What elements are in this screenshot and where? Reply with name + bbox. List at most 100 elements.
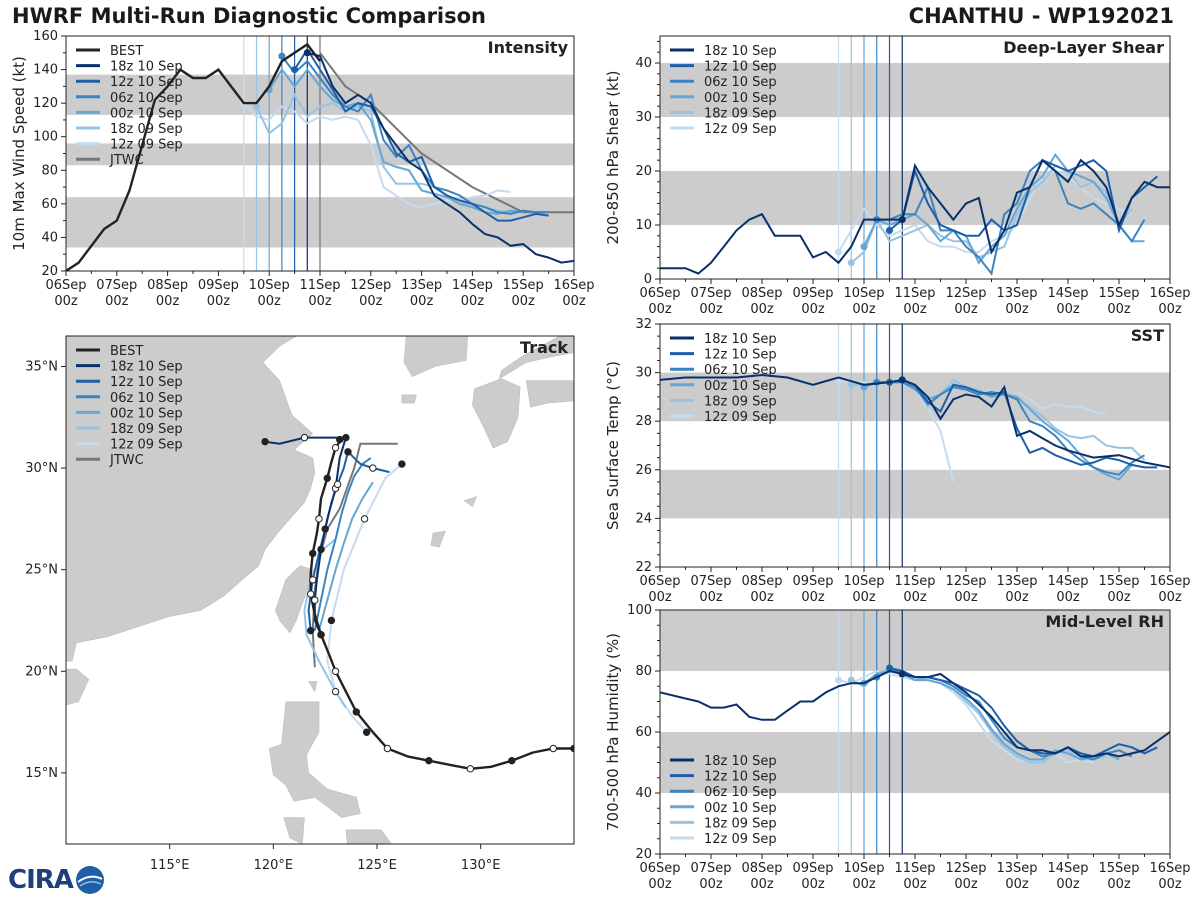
track-line-06z-10-sep xyxy=(313,457,372,631)
x-tick-label: 16Sep xyxy=(553,278,594,293)
land-honshu xyxy=(498,336,574,380)
legend-label: JTWC xyxy=(109,153,144,168)
x-tick-label-hour: 00z xyxy=(750,302,774,317)
x-tick-label: 08Sep xyxy=(741,574,782,589)
track-marker xyxy=(362,728,371,736)
track-marker xyxy=(317,631,325,639)
legend-label: 06z 10 Sep xyxy=(110,91,183,106)
init-point xyxy=(898,376,906,384)
shaded-band xyxy=(660,63,1170,117)
y-tick-label: 100 xyxy=(33,130,58,145)
x-tick-label: 07Sep xyxy=(96,278,137,293)
x-tick-label: 16Sep xyxy=(1149,574,1190,589)
y-tick-label: 30 xyxy=(635,366,652,381)
x-tick-label-hour: 00z xyxy=(954,590,978,605)
x-tick-label-hour: 00z xyxy=(1107,877,1131,892)
y-tick-label: 20 xyxy=(635,164,652,179)
x-tick-label-hour: 00z xyxy=(954,302,978,317)
panel-title: Deep-Layer Shear xyxy=(1003,38,1164,57)
x-tick-label: 11Sep xyxy=(894,574,935,589)
y-tick-label: 40 xyxy=(41,230,58,245)
x-tick-label-hour: 00z xyxy=(750,590,774,605)
x-tick-label-hour: 00z xyxy=(54,294,78,309)
x-tick-label: 15Sep xyxy=(1098,574,1139,589)
series-group xyxy=(660,664,1170,764)
track-marker xyxy=(466,765,475,773)
legend-label: 00z 10 Sep xyxy=(110,106,183,121)
y-tick-label: 140 xyxy=(33,63,58,78)
y-tick-label: 10 xyxy=(635,218,652,233)
track-marker xyxy=(317,545,325,554)
x-tick-label-hour: 00z xyxy=(903,590,927,605)
shaded-band xyxy=(660,610,1170,671)
x-tick-label: 15Sep xyxy=(1098,861,1139,876)
init-point xyxy=(835,676,842,684)
x-tick-label: 08Sep xyxy=(741,861,782,876)
panel-title: Track xyxy=(520,338,568,357)
cira-logo: CIRA xyxy=(8,865,107,895)
legend-label: 06z 10 Sep xyxy=(704,75,777,90)
y-tick-label: 160 xyxy=(33,29,58,44)
x-tick-label: 09Sep xyxy=(792,286,833,301)
y-tick-label: 28 xyxy=(635,414,652,429)
x-tick-label-hour: 00z xyxy=(801,590,825,605)
series-group xyxy=(660,153,1170,276)
legend-label: 12z 09 Sep xyxy=(704,832,777,847)
x-tick-label: 125°E xyxy=(357,858,397,873)
y-axis-label: 700-500 hPa Humidity (%) xyxy=(604,633,622,831)
y-tick-label: 30°N xyxy=(25,461,58,476)
x-tick-label-hour: 00z xyxy=(852,590,876,605)
init-point xyxy=(847,259,855,267)
legend-label: 18z 10 Sep xyxy=(110,60,183,75)
y-tick-label: 40 xyxy=(635,786,652,801)
track-marker xyxy=(321,525,329,533)
legend-label: 12z 10 Sep xyxy=(110,75,183,90)
x-tick-label: 13Sep xyxy=(401,278,442,293)
track-line-00z-10-sep xyxy=(318,481,374,631)
series-line-18z-10-sep xyxy=(660,373,1170,469)
y-tick-label: 60 xyxy=(635,725,652,740)
x-tick-label: 07Sep xyxy=(690,286,731,301)
track-marker xyxy=(549,744,557,753)
land-china-korea xyxy=(66,336,482,662)
init-point xyxy=(278,52,286,60)
track-marker xyxy=(309,576,317,584)
y-tick-label: 120 xyxy=(33,96,58,111)
shaded-band xyxy=(660,469,1170,519)
x-tick-label: 09Sep xyxy=(792,861,833,876)
track-marker xyxy=(261,437,269,446)
y-axis-label: 10m Max Wind Speed (kt) xyxy=(10,56,28,251)
land-babuyan xyxy=(308,681,318,693)
land-shikoku xyxy=(525,380,574,408)
x-tick-label: 11Sep xyxy=(894,861,935,876)
logo-emblem-icon xyxy=(75,866,104,894)
land-mindoro xyxy=(283,817,305,844)
x-tick-label: 13Sep xyxy=(996,286,1037,301)
legend-label: 18z 10 Sep xyxy=(110,360,183,375)
x-tick-label: 09Sep xyxy=(198,278,239,293)
x-tick-label-hour: 00z xyxy=(852,877,876,892)
track-marker xyxy=(344,448,352,456)
land-kyushu xyxy=(472,378,521,449)
init-point xyxy=(898,670,906,678)
x-tick-label: 08Sep xyxy=(741,286,782,301)
legend-label: 18z 10 Sep xyxy=(704,754,777,769)
y-tick-label: 80 xyxy=(635,664,652,679)
y-tick-label: 20°N xyxy=(25,664,58,679)
x-tick-label-hour: 00z xyxy=(1158,302,1182,317)
track-marker xyxy=(333,480,342,489)
legend-label: 12z 09 Sep xyxy=(704,122,777,137)
legend-label: 18z 10 Sep xyxy=(704,332,777,347)
y-axis-label: Sea Surface Temp (°C) xyxy=(604,361,622,530)
track-marker xyxy=(352,708,360,716)
x-tick-label-hour: 00z xyxy=(156,294,180,309)
x-tick-label-hour: 00z xyxy=(801,302,825,317)
land-okinawa xyxy=(430,530,446,548)
x-tick-label: 15Sep xyxy=(503,278,544,293)
x-tick-label: 12Sep xyxy=(945,574,986,589)
track-marker xyxy=(306,590,315,598)
panel-track: 115°E 120°E 125°E 130°E 15°N 20°N 25°N 30°N 35°N… xyxy=(25,335,575,873)
series-group xyxy=(66,42,574,271)
